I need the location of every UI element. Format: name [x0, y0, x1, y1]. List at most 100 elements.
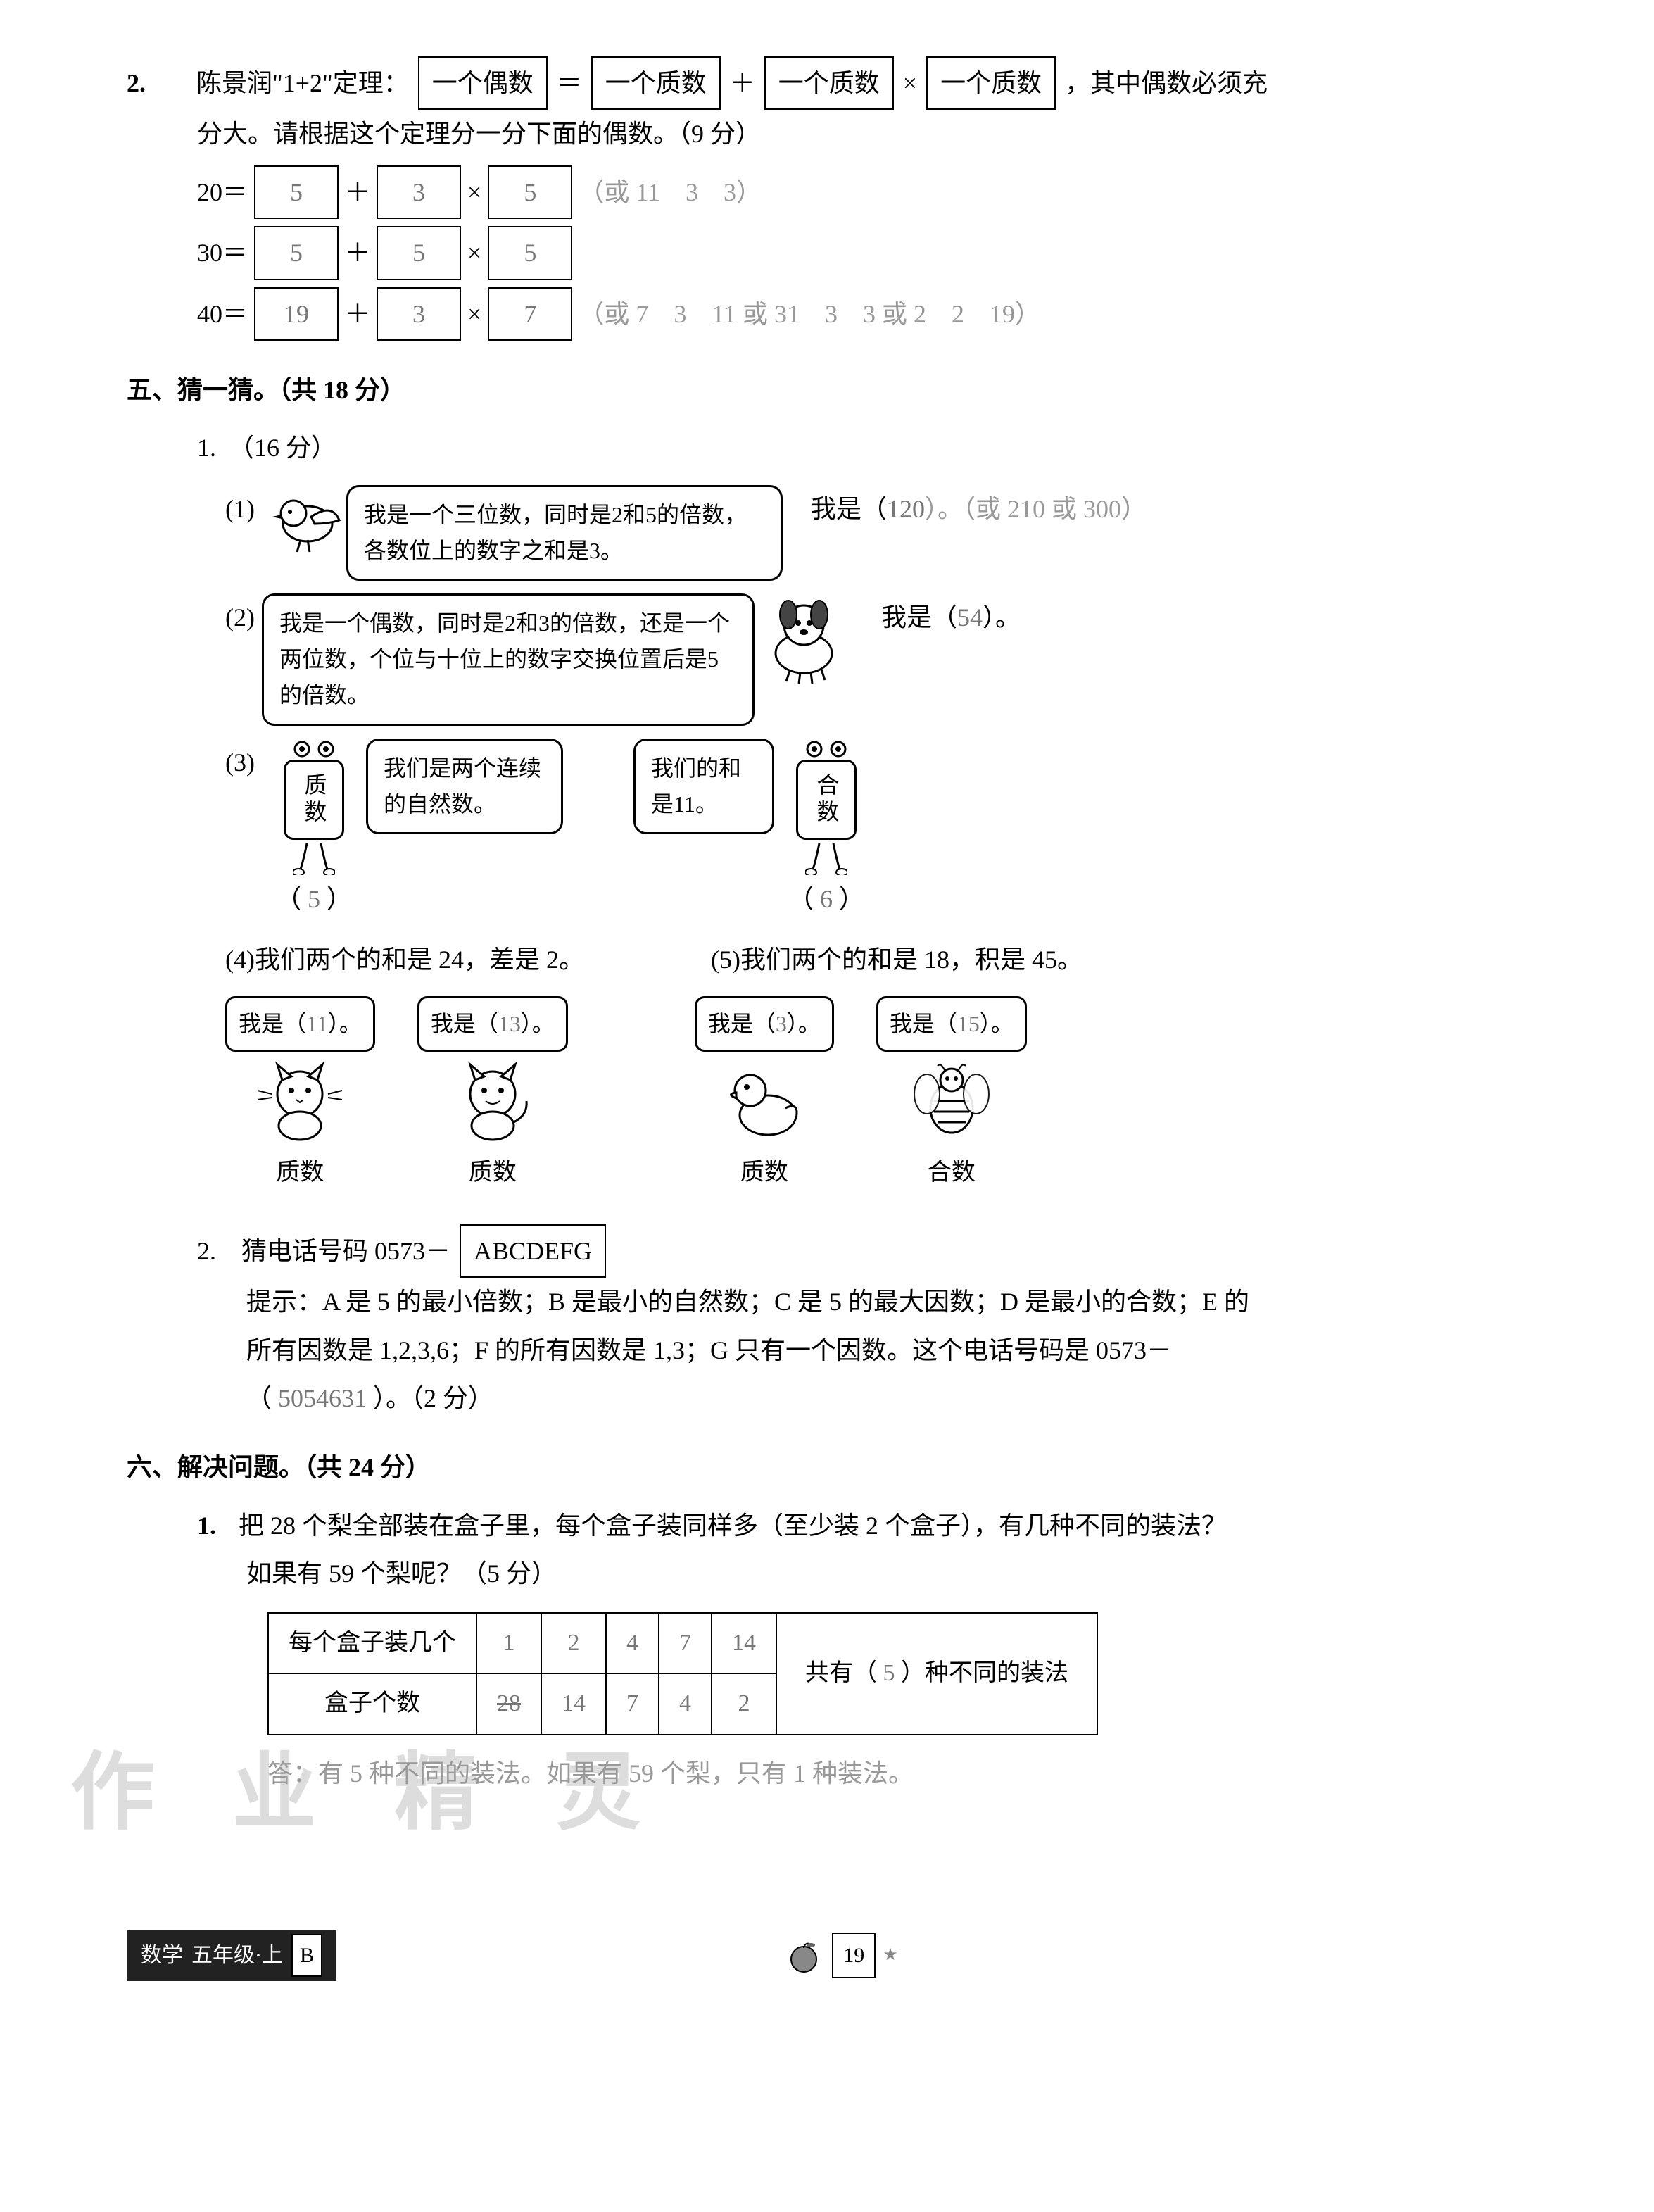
eq2-c[interactable]: 7: [488, 287, 572, 341]
r1-num: (1): [225, 485, 255, 533]
r5-ans-a[interactable]: 3: [776, 1011, 787, 1036]
tbl-c20[interactable]: 4: [606, 1613, 659, 1674]
r4-label-a: 质数: [276, 1150, 324, 1196]
q2-eq-1: 30＝ 5 ＋ 5 × 5: [197, 226, 1527, 279]
r3-right-ans[interactable]: 6: [820, 885, 833, 913]
table-row: 每个盒子装几个 1 2 4 7 14 共有（ 5 ）种不同的装法: [268, 1613, 1097, 1674]
page-number: 19: [832, 1933, 876, 1978]
q2-suffix: ，其中偶数必须充: [1065, 69, 1268, 97]
sec5-q2-hint1: 提示：A 是 5 的最小倍数；B 是最小的自然数；C 是 5 的最大因数；D 是…: [246, 1278, 1527, 1326]
r5-text: (5)我们两个的和是 18，积是 45。: [711, 936, 1082, 984]
eq1-lhs: 30＝: [197, 239, 248, 267]
r5-label-b: 合数: [928, 1150, 976, 1196]
bee-icon: [902, 1059, 1001, 1143]
box-prime3: 一个质数: [926, 56, 1056, 110]
r3-left-ans[interactable]: 5: [308, 885, 320, 913]
r5-ans-b[interactable]: 15: [957, 1011, 980, 1036]
sec5-q2-label: 2. 猜电话号码 0573－: [197, 1237, 450, 1265]
r1-ans-suffix: ）。（或 210 或 300）: [925, 495, 1147, 523]
eq0-lhs: 20＝: [197, 178, 248, 206]
bird-icon: [262, 485, 346, 555]
r4-group: 我是（11）。 质数 我是（13）。 质数: [225, 996, 568, 1195]
sec5-q2-hint2: 所有因数是 1,2,3,6；F 的所有因数是 1,3；G 只有一个因数。这个电话…: [246, 1326, 1527, 1374]
sec5-q2-ans[interactable]: 5054631: [278, 1384, 367, 1412]
tbl-c40[interactable]: 14: [712, 1613, 776, 1674]
r4-ans-b[interactable]: 13: [498, 1011, 521, 1036]
r3-right-ans-wrap: （ 6 ）: [788, 875, 864, 923]
packing-table: 每个盒子装几个 1 2 4 7 14 共有（ 5 ）种不同的装法 盒子个数 28…: [267, 1612, 1098, 1735]
tbl-c00[interactable]: 1: [476, 1613, 541, 1674]
r5-label-a: 质数: [740, 1150, 788, 1196]
tbl-right: 共有（ 5 ）种不同的装法: [776, 1613, 1097, 1735]
tbl-c21[interactable]: 7: [606, 1673, 659, 1735]
eq0-b[interactable]: 3: [377, 165, 461, 219]
bp: 我是（: [708, 1011, 776, 1036]
sec5-q1-label: 1. （16 分）: [197, 424, 1527, 472]
riddle-3: (3) 质数 （ 5 ） 我们是两个连续的自然数。 我们的和是11。 合数 （ …: [225, 739, 1527, 923]
star-icon: ★: [883, 1940, 898, 1972]
r3-left-ans-wrap: （ 5 ）: [276, 875, 352, 923]
r2-num: (2): [225, 593, 255, 641]
sec6-q1-line1: 把 28 个梨全部装在盒子里，每个盒子装同样多（至少装 2 个盒子），有几种不同…: [239, 1512, 1227, 1540]
box-prime1: 一个质数: [591, 56, 721, 110]
eq2-a[interactable]: 19: [254, 287, 339, 341]
r2-ans[interactable]: 54: [957, 603, 983, 631]
bs: ）。: [521, 1011, 555, 1036]
eq1-a[interactable]: 5: [254, 226, 339, 279]
r3-num: (3): [225, 739, 255, 786]
tbl-c41[interactable]: 2: [712, 1673, 776, 1735]
sec6-q1: 1. 把 28 个梨全部装在盒子里，每个盒子装同样多（至少装 2 个盒子），有几…: [197, 1502, 1527, 1550]
op-times: ×: [467, 239, 481, 267]
sec5-q2: 2. 猜电话号码 0573－ ABCDEFG: [197, 1224, 1527, 1278]
r3-bubble1: 我们是两个连续的自然数。: [366, 739, 563, 834]
page-number-wrap: 19 ★: [783, 1933, 898, 1978]
eq1-c[interactable]: 5: [488, 226, 572, 279]
eq1-b[interactable]: 5: [377, 226, 461, 279]
tbl-right-ans[interactable]: 5: [883, 1660, 895, 1686]
r4-bubble-b: 我是（13）。: [417, 996, 568, 1052]
tbl-hdr-0: 每个盒子装几个: [268, 1613, 476, 1674]
q2-eq-0: 20＝ 5 ＋ 3 × 5 （或 11 3 3）: [197, 165, 1527, 219]
op-plus: ＋: [345, 239, 370, 267]
op-plus: ＋: [345, 178, 370, 206]
section-5-title: 五、猜一猜。（共 18 分）: [127, 366, 1527, 414]
dog-icon: [755, 593, 853, 685]
r4-animal-a: 我是（11）。 质数: [225, 996, 375, 1195]
eq0-c[interactable]: 5: [488, 165, 572, 219]
r2-answer: 我是（54）。: [881, 593, 1021, 641]
tbl-c30[interactable]: 7: [659, 1613, 712, 1674]
r1-ans[interactable]: 120: [887, 495, 925, 523]
tbl-c01[interactable]: 28: [476, 1673, 541, 1735]
q2-prefix: 陈景润"1+2"定理：: [196, 69, 409, 97]
tbl-c10[interactable]: 2: [541, 1613, 606, 1674]
eq0-a[interactable]: 5: [254, 165, 339, 219]
r4-ans-a[interactable]: 11: [306, 1011, 328, 1036]
r4-bubble-a: 我是（11）。: [225, 996, 375, 1052]
box-prime2: 一个质数: [764, 56, 894, 110]
r1-answer: 我是（120）。（或 210 或 300）: [811, 485, 1147, 533]
footer-grade: 五年级·上: [191, 1935, 283, 1975]
r3-right-label: 合数: [796, 760, 857, 840]
cat-icon: [251, 1059, 349, 1143]
q2-line1: 2. 陈景润"1+2"定理： 一个偶数 ＝ 一个质数 ＋ 一个质数 × 一个质数…: [127, 56, 1527, 110]
r3-left-char: 质数 （ 5 ）: [276, 739, 352, 923]
eq2-b[interactable]: 3: [377, 287, 461, 341]
op-plus: ＋: [730, 69, 755, 97]
page-footer: 数学 五年级·上 B 19 ★: [127, 1930, 1527, 1981]
footer-subject: 数学: [141, 1935, 183, 1975]
apple-icon: [783, 1938, 825, 1973]
bp: 我是（: [890, 1011, 957, 1036]
tbl-c31[interactable]: 4: [659, 1673, 712, 1735]
tbl-c11[interactable]: 14: [541, 1673, 606, 1735]
sec6-q1-num: 1.: [197, 1502, 232, 1550]
section-6-title: 六、解决问题。（共 24 分）: [127, 1443, 1527, 1491]
r5-bubble-a: 我是（3）。: [695, 996, 834, 1052]
tbl-hdr-1: 盒子个数: [268, 1673, 476, 1735]
r2-ans-suffix: ）。: [983, 603, 1021, 631]
riddle-1: (1) 我是一个三位数，同时是2和5的倍数，各数位上的数字之和是3。 我是（12…: [225, 485, 1527, 581]
cat-icon: [443, 1059, 542, 1143]
eyes-icon: [802, 739, 851, 760]
r5-animal-b: 我是（15）。 合数: [876, 996, 1027, 1195]
legs-icon: [293, 840, 335, 875]
r3-right-char: 合数 （ 6 ）: [788, 739, 864, 923]
